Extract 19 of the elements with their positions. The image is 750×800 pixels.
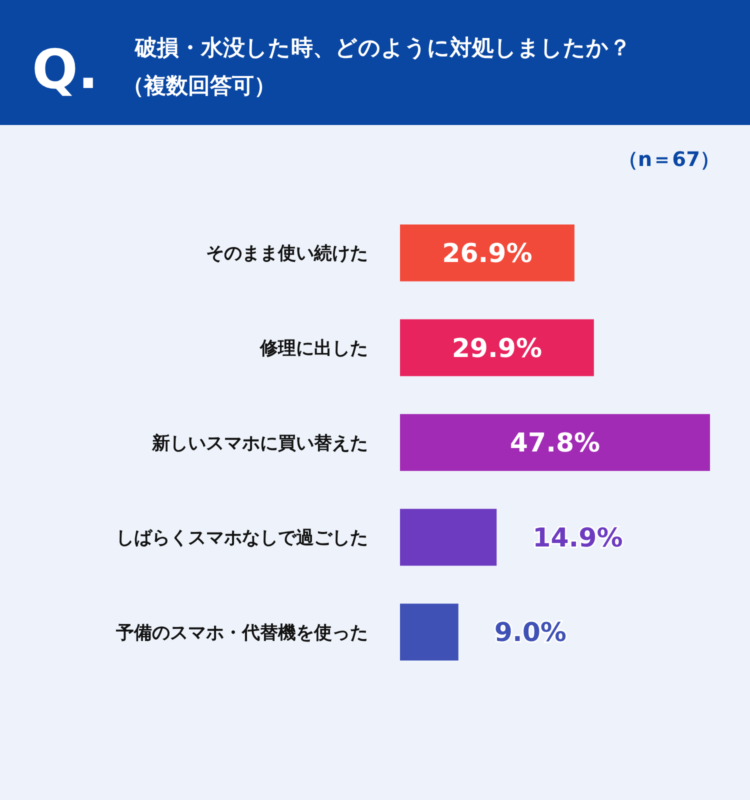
text: （n＝67） (618, 147, 720, 171)
text: Q. (32, 38, 98, 101)
bar (400, 319, 594, 376)
y-tick-label: そのまま使い続けた (206, 243, 368, 264)
data-label: 26.9% (442, 239, 532, 270)
data-label: 14.9% (532, 523, 623, 554)
y-tick-label: しばらくスマホなしで過ごした (116, 528, 368, 549)
data-label: 9.0% (494, 618, 566, 648)
y-tick-label: 予備のスマホ・代替機を使った (115, 622, 368, 644)
y-tick-label: 新しいスマホに買い替えた (151, 432, 368, 454)
text: （複数回答可） (122, 74, 276, 99)
bar (400, 414, 710, 471)
data-label: 29.9% (452, 334, 542, 364)
y-tick-label: 修理に出した (259, 338, 368, 360)
bar (400, 604, 458, 661)
bar (400, 224, 574, 282)
chart-title: 破損・水没した時、どのように対処しましたか？ (134, 35, 631, 61)
bar (400, 508, 497, 566)
data-label: 47.8% (510, 428, 600, 459)
